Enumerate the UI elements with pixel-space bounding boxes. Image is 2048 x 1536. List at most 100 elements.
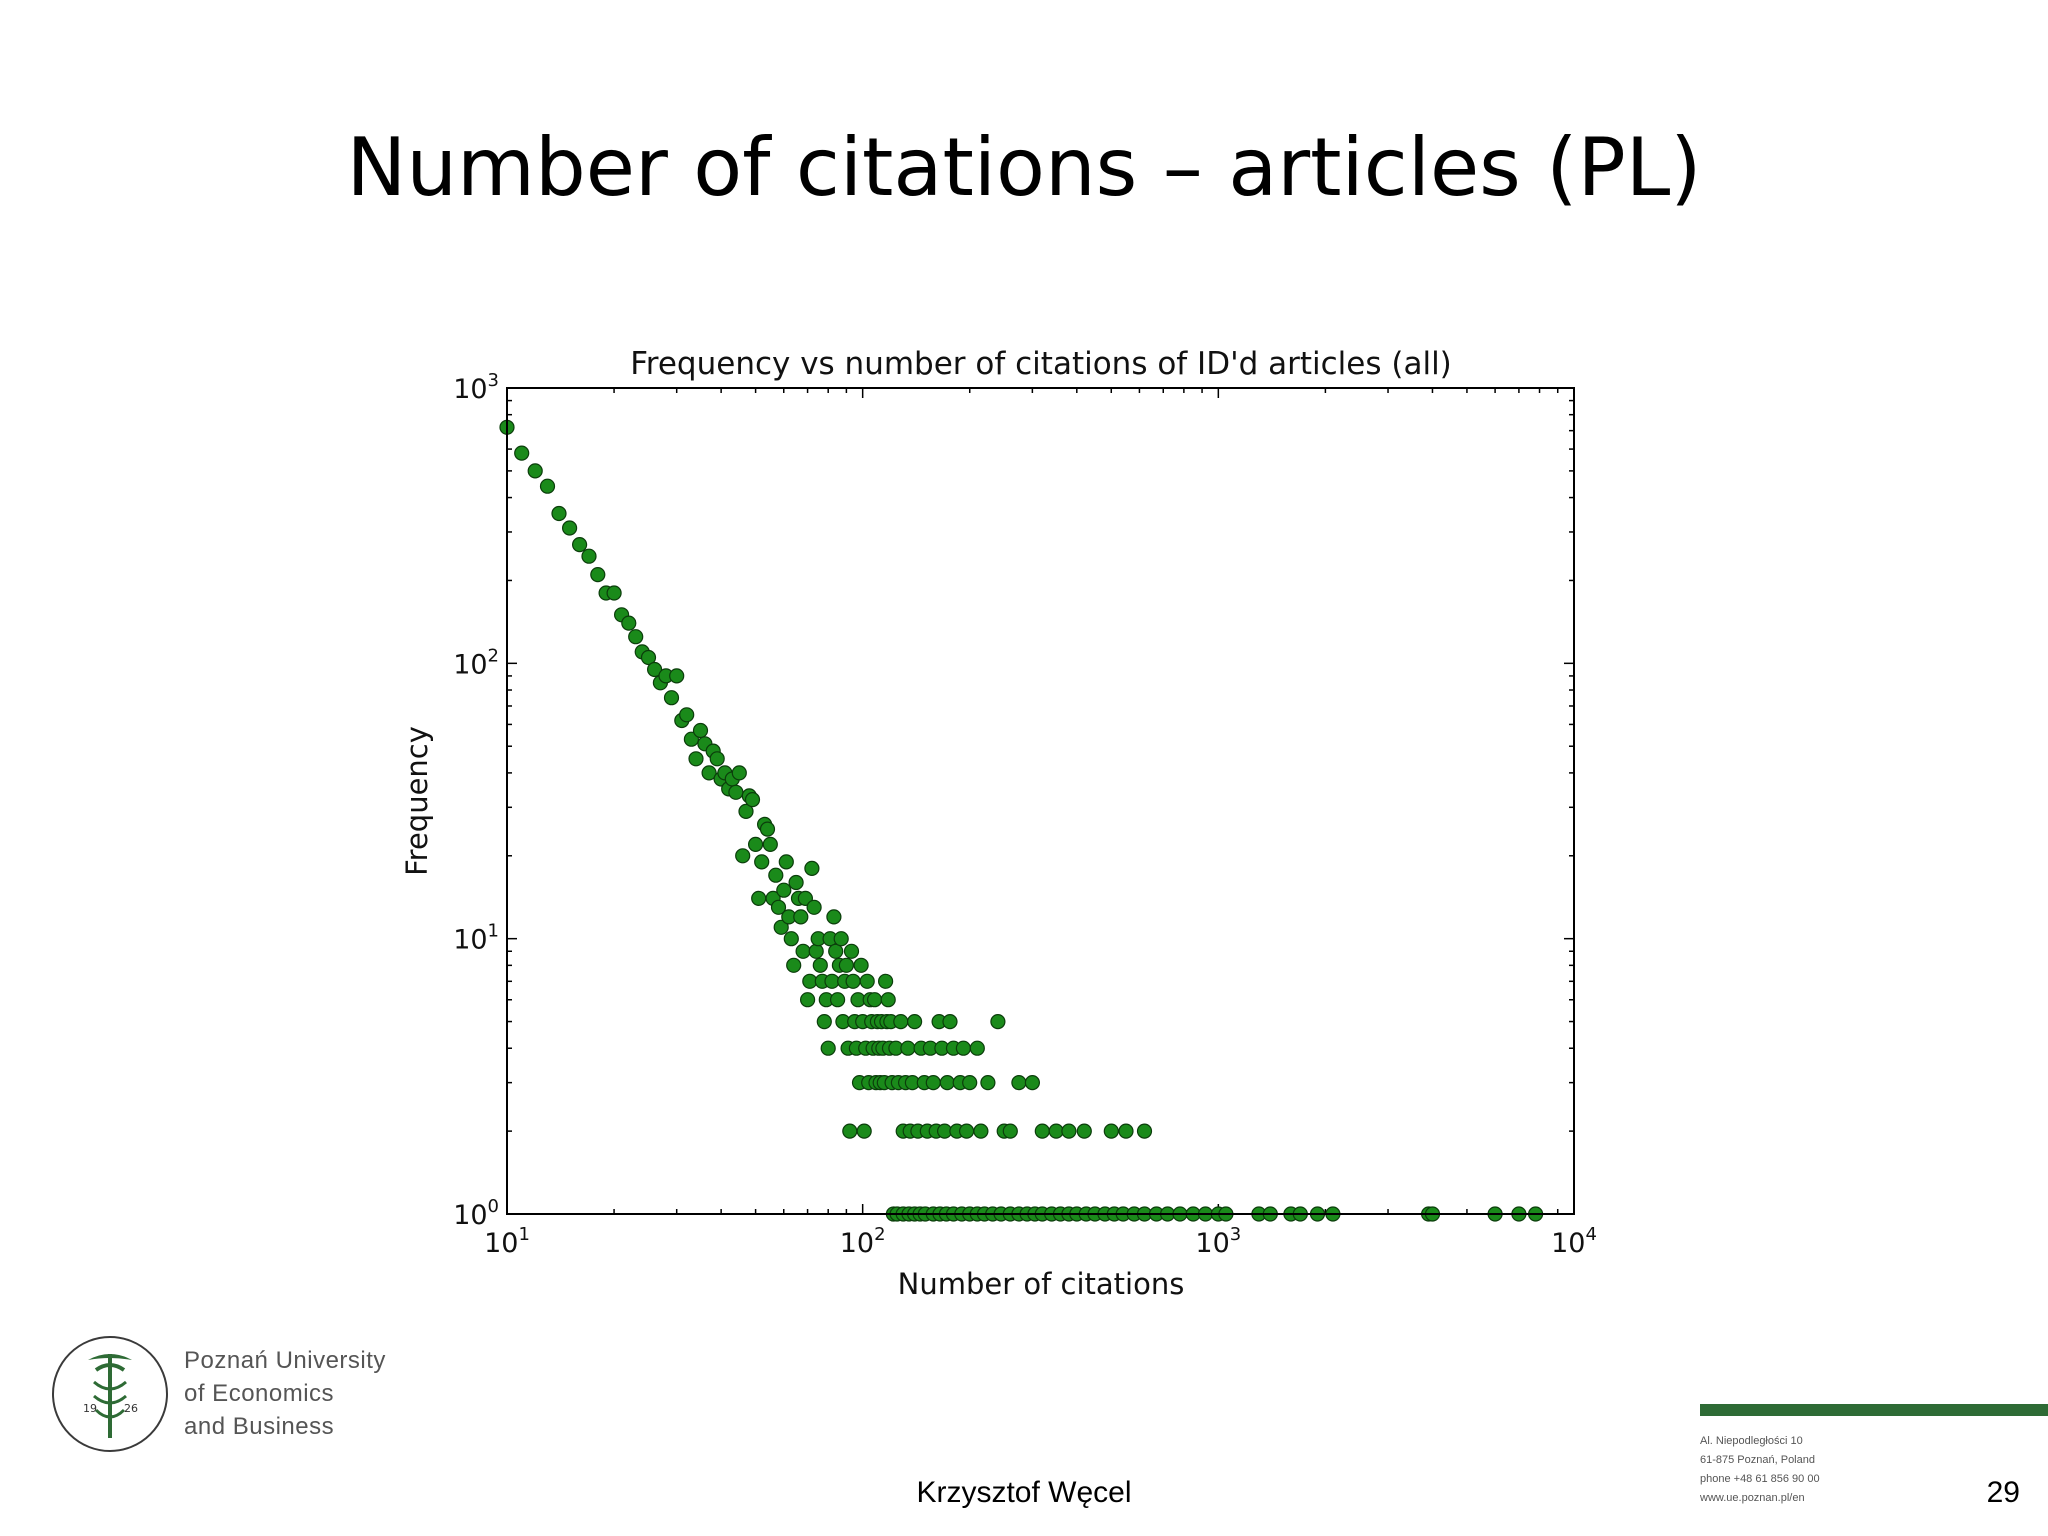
address-line2: 61-875 Poznań, Poland: [1700, 1454, 1815, 1466]
data-point: [762, 836, 778, 853]
university-seal-icon: 19 26: [52, 1336, 168, 1452]
data-point: [800, 992, 816, 1008]
chart-title: Frequency vs number of citations of ID'd…: [630, 346, 1452, 382]
data-point: [812, 957, 828, 973]
data-point: [621, 615, 637, 631]
data-point: [701, 765, 717, 781]
data-point: [669, 668, 685, 684]
data-point: [816, 1013, 832, 1030]
data-point: [628, 629, 644, 645]
x-tick-label: 101: [484, 1224, 530, 1259]
data-point: [878, 973, 894, 989]
data-point: [551, 505, 567, 522]
data-point: [788, 874, 804, 891]
data-point: [833, 931, 849, 947]
data-point: [539, 478, 556, 494]
data-point: [647, 661, 663, 678]
data-point: [843, 943, 860, 959]
data-point: [738, 803, 754, 819]
data-point: [688, 751, 704, 767]
data-point: [748, 836, 764, 853]
data-point: [728, 784, 744, 800]
data-point: [838, 957, 854, 973]
data-point: [590, 567, 606, 583]
data-point: [942, 1013, 958, 1030]
address-block: Al. Niepodległości 10 61-875 Poznań, Pol…: [1700, 1432, 1820, 1508]
seal-year-right: 26: [124, 1402, 138, 1415]
data-point: [900, 1040, 916, 1056]
data-point: [572, 537, 588, 553]
data-point: [925, 1074, 941, 1091]
data-point: [824, 973, 840, 989]
data-point: [830, 992, 846, 1008]
data-point: [806, 899, 822, 915]
data-point: [990, 1013, 1006, 1030]
seal-year-left: 19: [83, 1402, 97, 1415]
university-logo: 19 26 Poznań University of Economics and…: [50, 1334, 450, 1454]
data-point: [783, 931, 799, 947]
university-name-line1: Poznań University: [184, 1347, 386, 1374]
data-point: [663, 690, 680, 706]
data-point: [679, 707, 695, 723]
data-point: [709, 751, 725, 767]
data-point: [795, 943, 811, 959]
data-point: [826, 909, 842, 925]
data-points: [499, 419, 1544, 1222]
y-tick-label: 103: [453, 370, 499, 405]
data-point: [692, 722, 709, 739]
data-point: [735, 848, 751, 864]
data-point: [820, 1040, 836, 1056]
y-tick-label: 102: [453, 645, 499, 680]
data-point: [527, 463, 543, 479]
x-tick-label: 103: [1195, 1224, 1241, 1259]
data-point: [808, 943, 824, 959]
data-point: [955, 1040, 972, 1056]
x-tick-label: 102: [840, 1224, 886, 1259]
data-point: [973, 1123, 989, 1139]
data-point: [581, 548, 597, 564]
y-axis-label: Frequency: [400, 726, 434, 876]
axis-ticks: [506, 387, 1575, 1215]
data-point: [856, 1123, 872, 1139]
data-point: [778, 854, 794, 870]
address-line3: phone +48 61 856 90 00: [1700, 1473, 1820, 1485]
data-point: [853, 957, 869, 973]
data-point: [958, 1123, 975, 1139]
data-point: [776, 882, 792, 898]
data-point: [969, 1040, 985, 1056]
data-point: [845, 973, 861, 989]
data-point: [768, 867, 784, 883]
data-point: [842, 1123, 858, 1139]
data-point: [759, 821, 776, 837]
data-point: [906, 1013, 923, 1030]
address-line4: www.ue.poznan.pl/en: [1700, 1492, 1805, 1504]
data-point: [962, 1074, 978, 1091]
data-point: [1076, 1123, 1092, 1139]
data-point: [786, 957, 802, 973]
data-point: [893, 1013, 909, 1030]
data-point: [1061, 1123, 1077, 1139]
data-point: [880, 992, 896, 1008]
x-tick-label: 104: [1551, 1224, 1597, 1259]
accent-bar: [1700, 1404, 2048, 1416]
data-point: [828, 943, 844, 959]
y-tick-label: 101: [453, 921, 499, 956]
data-point: [1011, 1074, 1027, 1091]
plot-frame: [506, 387, 1575, 1215]
data-point: [514, 445, 530, 461]
data-point: [770, 899, 787, 915]
data-point: [731, 765, 747, 781]
x-axis-label: Number of citations: [898, 1267, 1185, 1301]
address-line1: Al. Niepodległości 10: [1700, 1435, 1803, 1447]
data-point: [804, 860, 820, 877]
data-point: [1103, 1123, 1119, 1139]
data-point: [1048, 1123, 1064, 1139]
university-name: Poznań University of Economics and Busin…: [184, 1344, 386, 1443]
data-point: [562, 520, 578, 536]
data-point: [606, 585, 622, 601]
data-point: [1002, 1123, 1018, 1139]
y-tick-label: 100: [453, 1196, 499, 1231]
data-point: [773, 919, 789, 935]
data-point: [1136, 1123, 1153, 1139]
